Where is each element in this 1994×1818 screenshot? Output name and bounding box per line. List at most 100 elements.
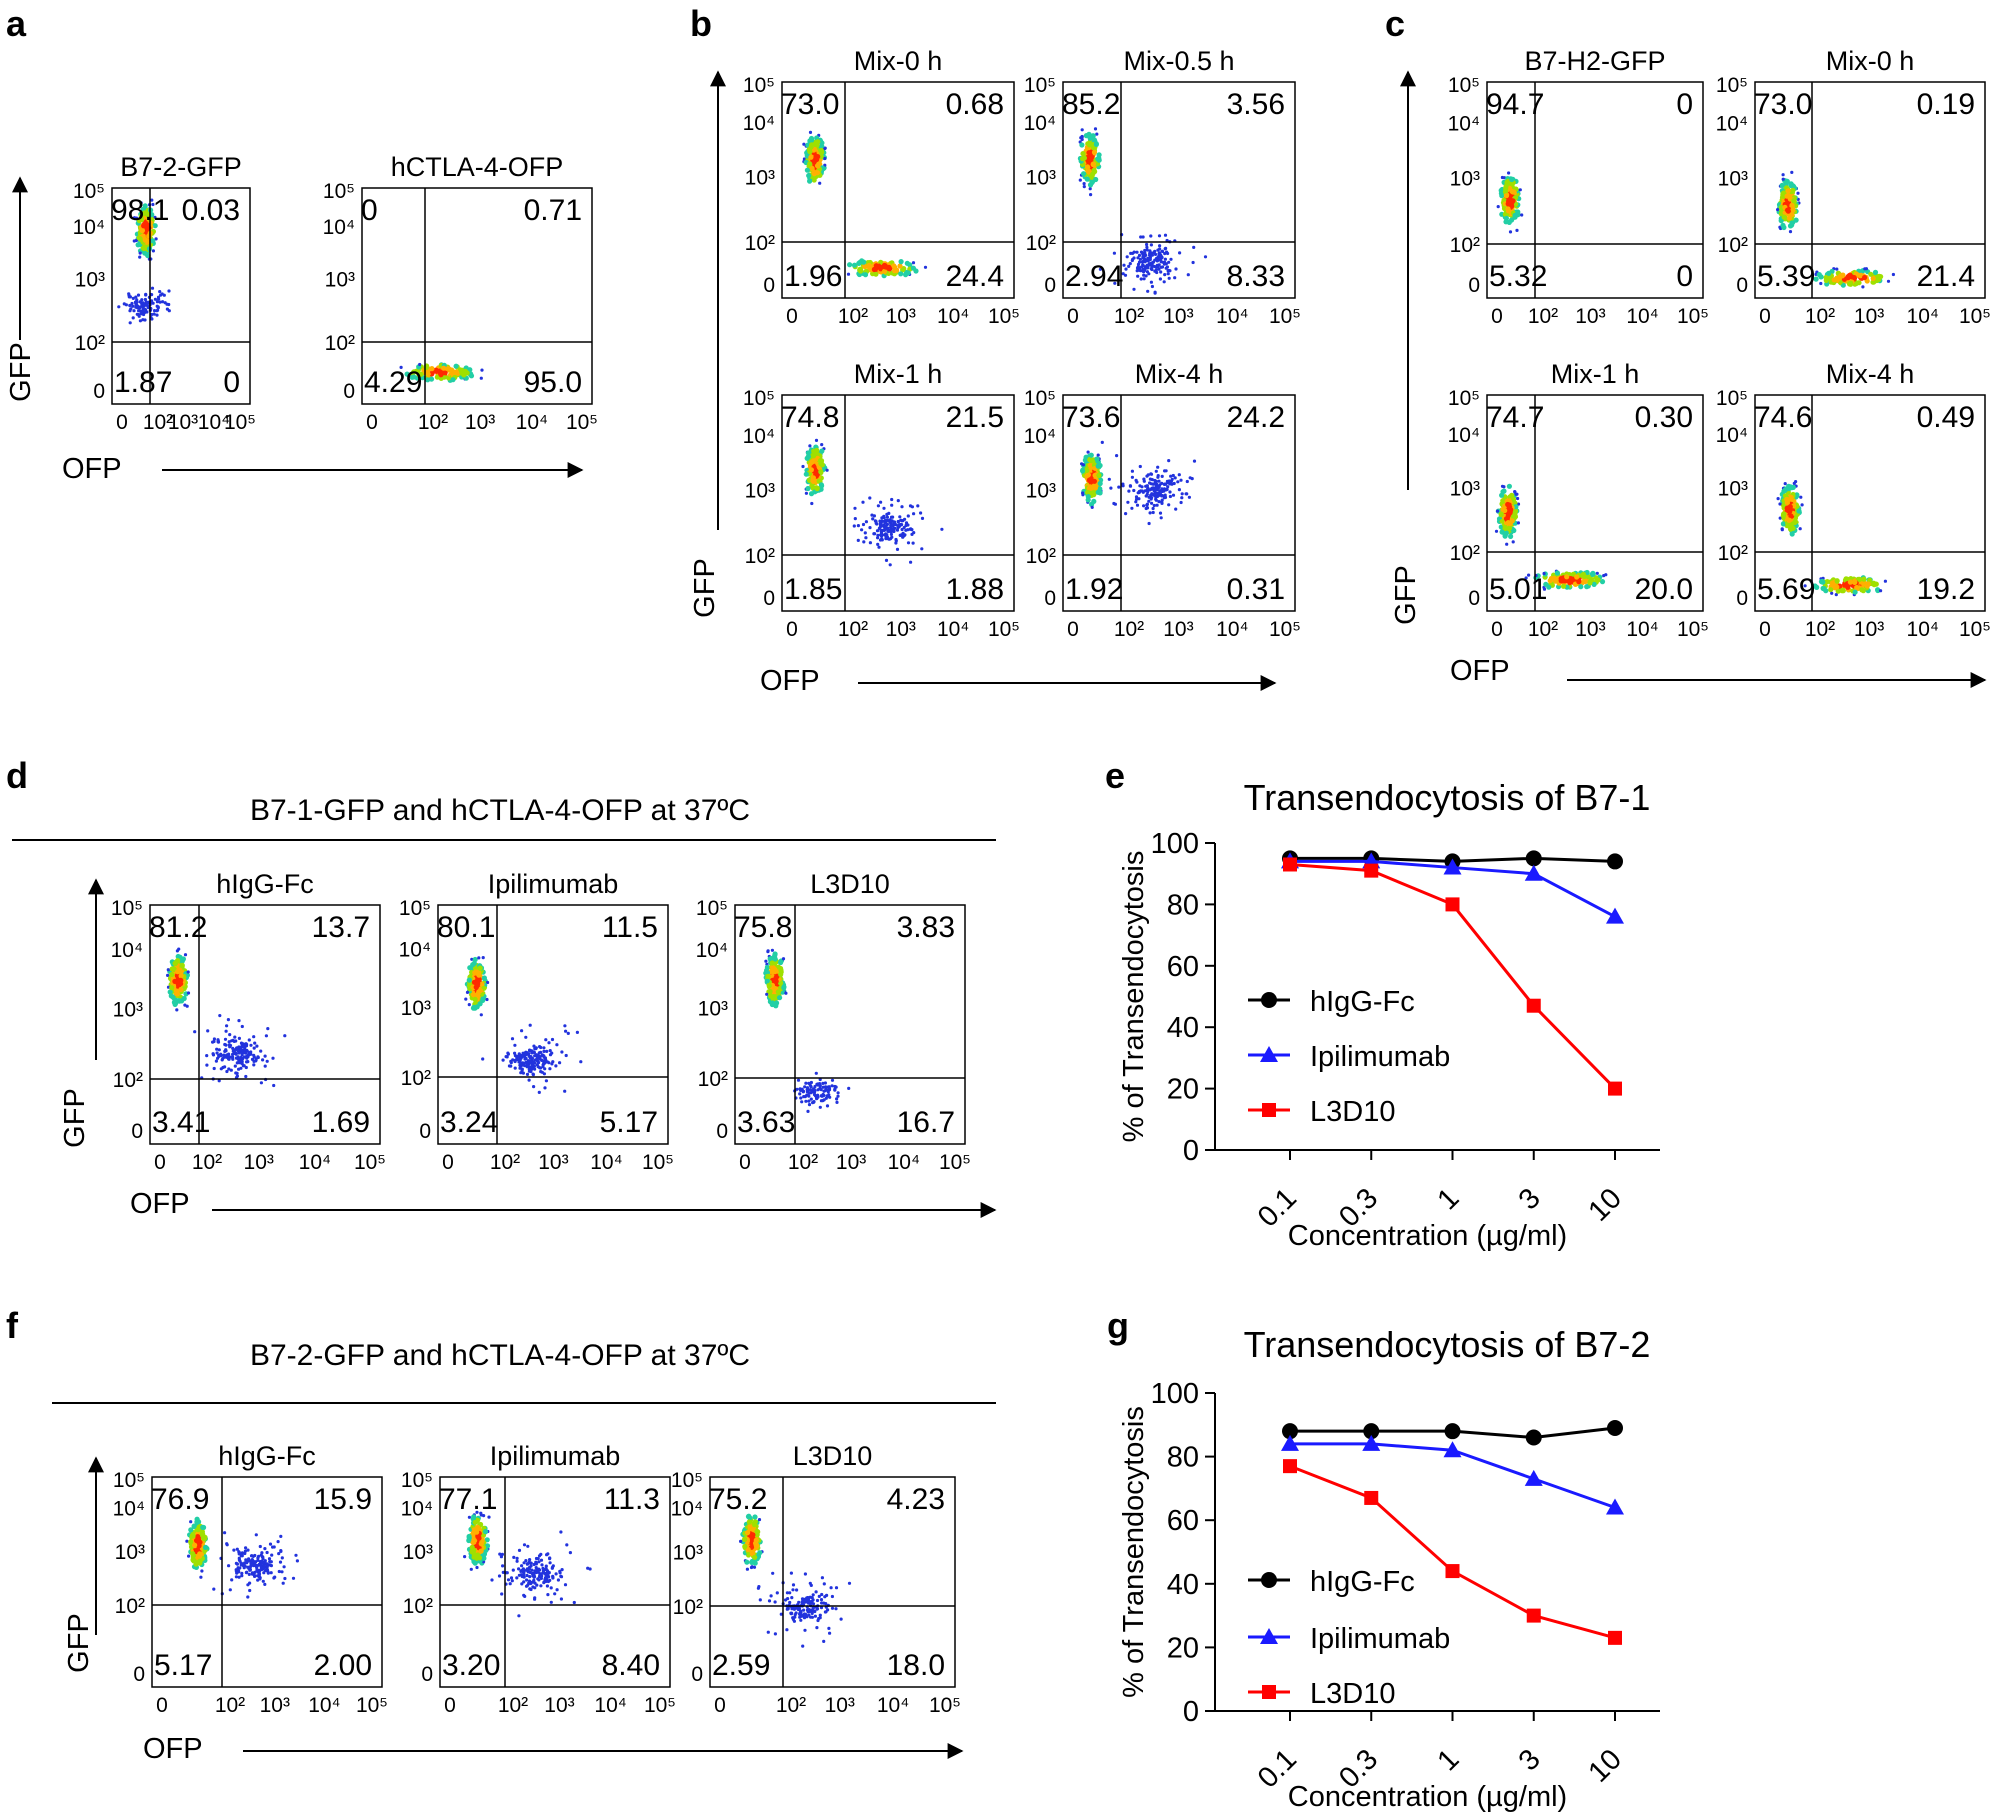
event-dot: [749, 1550, 755, 1556]
flow-plot-b3: Mix-1 h74.8 21.51.85 1.880 10² 10³ 10⁴ 10⁵010²…: [743, 359, 1020, 641]
event-dot: [1086, 477, 1092, 483]
quadrant-ul-value: 73.0: [781, 88, 839, 121]
event-dot: [1511, 189, 1517, 195]
quadrant-ll-value: 1.85: [784, 573, 842, 606]
event-dot: [534, 1047, 538, 1051]
event-dot: [1171, 493, 1176, 497]
event-dot: [152, 312, 156, 316]
event-dot: [461, 372, 467, 378]
event-dot: [1134, 478, 1138, 482]
x-tick-label: 0: [1067, 305, 1079, 328]
event-dot: [820, 1601, 824, 1605]
event-dot: [260, 1551, 264, 1555]
event-dot: [784, 991, 788, 995]
event-dot: [742, 1536, 748, 1542]
event-dot: [819, 448, 825, 454]
event-dot: [1783, 482, 1787, 486]
x-tick-label: 0: [1491, 305, 1503, 328]
y-tick-label: 10⁵: [1024, 387, 1056, 410]
event-dot: [912, 512, 916, 516]
event-dot: [1834, 578, 1840, 584]
event-dot: [1170, 477, 1174, 481]
event-dot: [438, 372, 444, 378]
event-dot: [745, 1567, 750, 1571]
event-dot: [1831, 277, 1837, 283]
event-dot: [1109, 486, 1113, 490]
event-dot: [559, 1597, 564, 1601]
event-dot: [135, 242, 141, 248]
event-dot: [141, 306, 145, 310]
event-dot: [1080, 468, 1086, 474]
event-dot: [223, 1531, 227, 1535]
event-dot: [1135, 269, 1139, 273]
x-tick-label: 10⁴: [1216, 618, 1248, 641]
x-tick-label: 10³: [886, 618, 916, 641]
event-dot: [150, 198, 154, 202]
event-dot: [188, 1527, 194, 1533]
flow-plot-frame: [1062, 394, 1296, 612]
event-dot: [1150, 501, 1154, 505]
event-dot: [249, 1554, 254, 1558]
event-dot: [804, 167, 811, 173]
event-dot: [1564, 574, 1570, 580]
plot-title: Ipilimumab: [490, 1441, 621, 1471]
x-tick-label: 10⁴: [594, 1694, 626, 1717]
event-dot: [858, 268, 864, 274]
event-dot: [1149, 493, 1153, 497]
event-dot: [871, 266, 878, 273]
event-dot: [138, 255, 142, 259]
y-tick-label: 10³: [1450, 168, 1480, 191]
event-dot: [1088, 452, 1094, 458]
event-dot: [1180, 496, 1184, 500]
quadrant-lr-value: 95.0: [524, 366, 582, 399]
event-dot: [527, 1069, 532, 1073]
event-dot: [1780, 521, 1786, 527]
event-dot: [399, 365, 403, 369]
event-dot: [1163, 257, 1167, 261]
x-tick-label: 10²: [1114, 618, 1144, 641]
event-dot: [1587, 580, 1593, 586]
event-dot: [232, 1039, 236, 1043]
event-dot: [551, 1060, 555, 1064]
x-tick-label: 10⁴: [590, 1151, 622, 1174]
event-dot: [860, 528, 864, 532]
event-dot: [1107, 477, 1111, 481]
event-dot: [1857, 576, 1863, 583]
event-dot: [545, 1584, 550, 1588]
event-dot: [810, 501, 814, 506]
y-tick-label: 10⁵: [743, 74, 775, 97]
x-tick-label: 10²: [490, 1151, 520, 1174]
event-dot: [258, 1544, 262, 1549]
event-dot: [872, 532, 876, 536]
event-dot: [1506, 483, 1512, 489]
y-tick-label: 0: [763, 587, 775, 610]
event-dot: [1547, 578, 1553, 584]
event-dot: [478, 1548, 484, 1554]
event-dot: [886, 530, 891, 534]
event-dot: [895, 528, 900, 532]
event-dot: [773, 978, 779, 985]
event-dot: [1518, 188, 1522, 192]
x-tick-label: 10³: [168, 411, 198, 434]
event-dot: [483, 1529, 489, 1535]
event-dot: [136, 304, 140, 308]
event-dot: [799, 1096, 803, 1100]
event-dot: [1095, 463, 1101, 469]
event-dot: [1180, 492, 1184, 496]
event-dot: [823, 1595, 827, 1599]
event-dot: [139, 228, 145, 234]
event-dot: [798, 1092, 802, 1096]
event-dot: [1186, 273, 1190, 277]
event-dot: [809, 165, 815, 171]
event-dot: [550, 1037, 555, 1042]
event-dot: [1160, 255, 1164, 260]
event-dot: [1160, 501, 1164, 505]
x-tick-label: 10⁴: [1626, 618, 1658, 641]
event-dot: [1792, 481, 1796, 485]
plot-title: L3D10: [810, 869, 890, 899]
event-dot: [866, 262, 872, 269]
event-dot: [830, 1084, 834, 1088]
event-dot: [1503, 215, 1509, 221]
event-dot: [827, 1086, 832, 1090]
